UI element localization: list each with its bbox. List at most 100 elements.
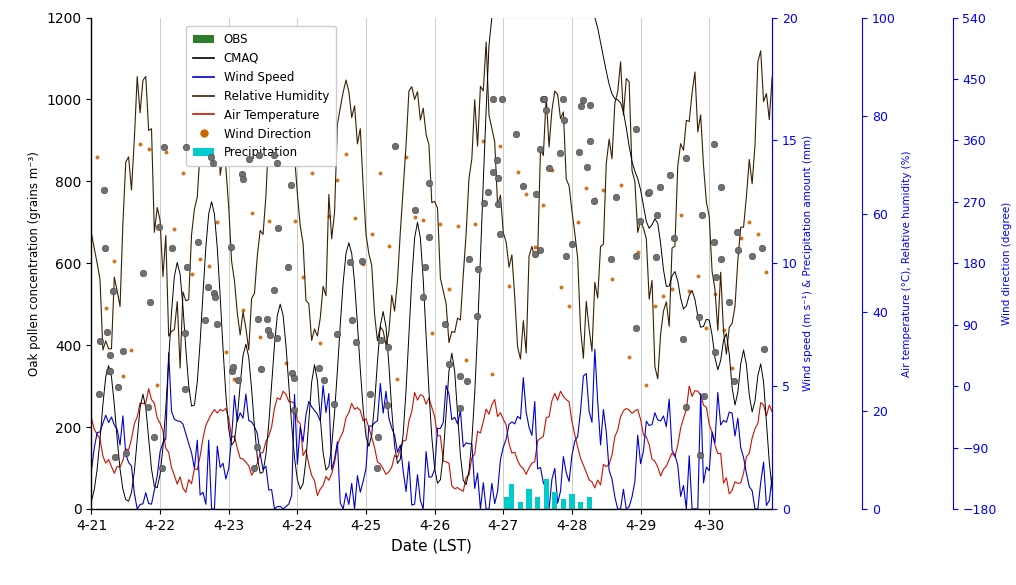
Point <box>230 376 246 385</box>
Point <box>449 221 465 230</box>
Point <box>632 217 648 226</box>
Point <box>741 217 757 226</box>
Point <box>452 371 468 381</box>
Point <box>134 268 150 277</box>
Point <box>665 233 682 243</box>
Point <box>526 249 543 258</box>
Point <box>205 159 221 168</box>
Point <box>494 95 510 104</box>
Point <box>295 273 311 282</box>
Point <box>553 282 569 291</box>
Point <box>733 233 749 243</box>
Point <box>282 181 299 190</box>
Point <box>490 199 506 209</box>
Point <box>207 292 224 302</box>
Point <box>630 247 646 257</box>
Point <box>750 229 766 239</box>
Point <box>102 366 118 376</box>
Point <box>225 362 241 371</box>
Point <box>726 377 743 386</box>
Point <box>459 376 475 386</box>
Bar <box>526 489 531 509</box>
Point <box>369 463 385 473</box>
Point <box>344 315 361 325</box>
Point <box>609 192 625 202</box>
Point <box>346 214 363 223</box>
Point <box>362 390 378 399</box>
Point <box>223 243 239 252</box>
Point <box>387 142 403 151</box>
Point <box>641 188 657 197</box>
Point <box>209 319 226 329</box>
Point <box>640 188 656 197</box>
Point <box>200 282 216 291</box>
Point <box>756 345 772 354</box>
Point <box>105 287 121 296</box>
Point <box>518 189 534 198</box>
Point <box>380 342 396 352</box>
Point <box>621 352 637 362</box>
Point <box>422 178 438 188</box>
Point <box>558 251 574 260</box>
Point <box>460 254 477 264</box>
Point <box>628 251 644 260</box>
Point <box>585 197 601 206</box>
Point <box>706 347 722 356</box>
Point <box>321 211 337 221</box>
Point <box>268 333 284 342</box>
Point <box>192 254 208 264</box>
Point <box>582 136 598 146</box>
Point <box>713 254 729 263</box>
Point <box>140 144 156 154</box>
Point <box>492 229 508 238</box>
Point <box>406 212 423 221</box>
Point <box>678 154 694 163</box>
Point <box>252 332 268 341</box>
Bar <box>586 497 591 509</box>
Point <box>564 239 580 248</box>
X-axis label: Date (LST): Date (LST) <box>391 538 472 553</box>
Point <box>338 149 355 159</box>
Point <box>190 237 206 246</box>
Point <box>586 194 602 204</box>
Point <box>262 331 278 340</box>
Point <box>441 360 457 369</box>
Point <box>715 326 732 335</box>
Point <box>604 255 620 264</box>
Point <box>489 155 505 164</box>
Point <box>475 198 492 208</box>
Point <box>157 147 174 157</box>
Point <box>269 143 285 153</box>
Point <box>118 449 134 458</box>
Bar <box>553 492 558 509</box>
Point <box>283 368 300 377</box>
Point <box>167 225 183 234</box>
Point <box>341 257 358 266</box>
Point <box>541 163 557 173</box>
Point <box>175 168 191 177</box>
Point <box>196 315 212 325</box>
Point <box>241 154 257 163</box>
Point <box>514 181 530 191</box>
Point <box>268 158 284 167</box>
Point <box>493 142 509 151</box>
Point <box>485 95 501 104</box>
Point <box>249 443 265 452</box>
Point <box>107 453 123 462</box>
Point <box>466 220 483 229</box>
Point <box>178 143 194 152</box>
Point <box>266 285 282 295</box>
Point <box>526 242 543 252</box>
Point <box>696 391 712 401</box>
Point <box>570 218 586 227</box>
Point <box>647 302 663 311</box>
Point <box>115 371 131 381</box>
Point <box>398 153 415 162</box>
Point <box>484 370 500 379</box>
Point <box>99 327 115 336</box>
Point <box>754 243 770 253</box>
Point <box>329 176 345 185</box>
Point <box>648 210 664 219</box>
Bar <box>518 501 523 509</box>
Bar <box>544 480 549 509</box>
